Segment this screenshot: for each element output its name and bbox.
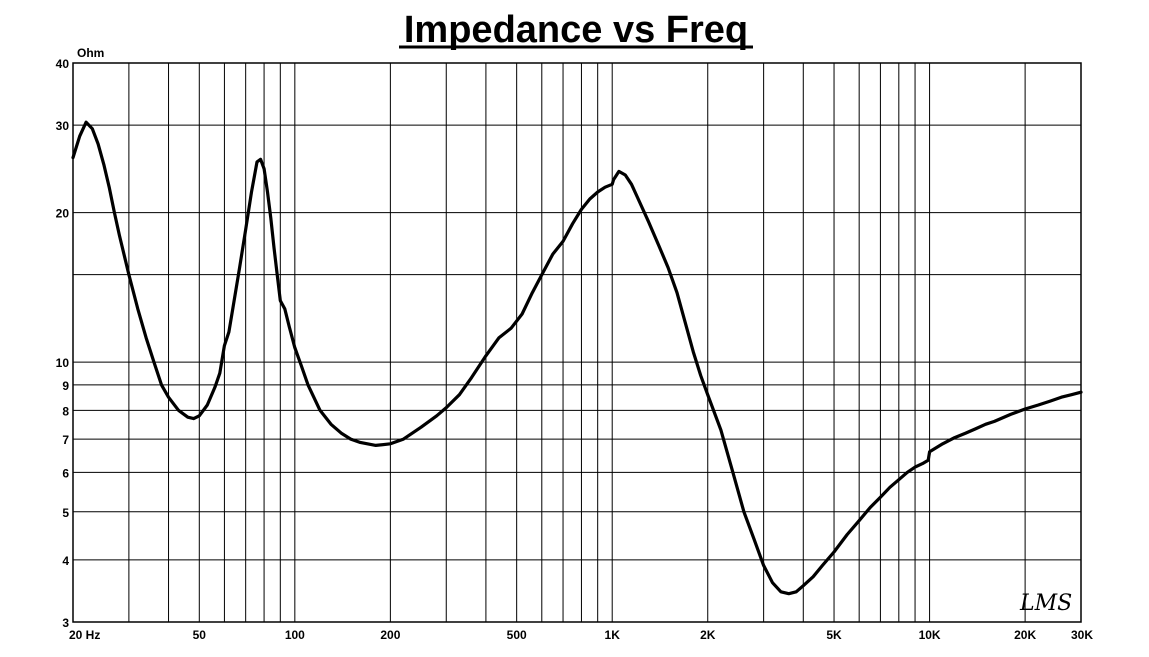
y-tick-label: 8 [62,404,69,418]
x-tick-label: 200 [380,628,400,642]
y-tick-label: 3 [62,616,69,630]
x-tick-label: 5K [826,628,842,642]
impedance-curve [71,120,1083,596]
x-tick-label: 50 [193,628,207,642]
y-tick-label: 20 [56,207,70,221]
x-tick-label: 1K [605,628,621,642]
y-tick-label: 9 [62,379,69,393]
y-tick-label: 10 [56,356,70,370]
signature-mark: LMS [1019,591,1072,616]
y-tick-label: 40 [56,57,70,71]
grid-lines [73,63,1081,622]
x-tick-labels: 20 Hz 50 100 200 500 1K 2K 5K 10K 20K 30K [69,628,1093,642]
y-tick-label: 5 [62,506,69,520]
plot-frame [72,62,1082,623]
x-tick-label: 100 [285,628,305,642]
x-tick-label: 2K [700,628,716,642]
x-tick-label: 500 [507,628,527,642]
y-tick-label: 7 [62,433,69,447]
y-tick-label: 4 [62,554,69,568]
x-tick-label: 20K [1014,628,1036,642]
x-tick-label: 20 Hz [69,628,100,642]
x-tick-label: 10K [919,628,941,642]
y-axis-unit-label: Ohm [77,46,104,60]
y-tick-label: 6 [62,466,69,480]
chart-title: Impedance vs Freq [404,9,748,51]
x-tick-label: 30K [1071,628,1093,642]
y-tick-labels: 3 4 5 6 7 8 9 10 20 30 40 [56,57,70,630]
y-tick-label: 30 [56,119,70,133]
